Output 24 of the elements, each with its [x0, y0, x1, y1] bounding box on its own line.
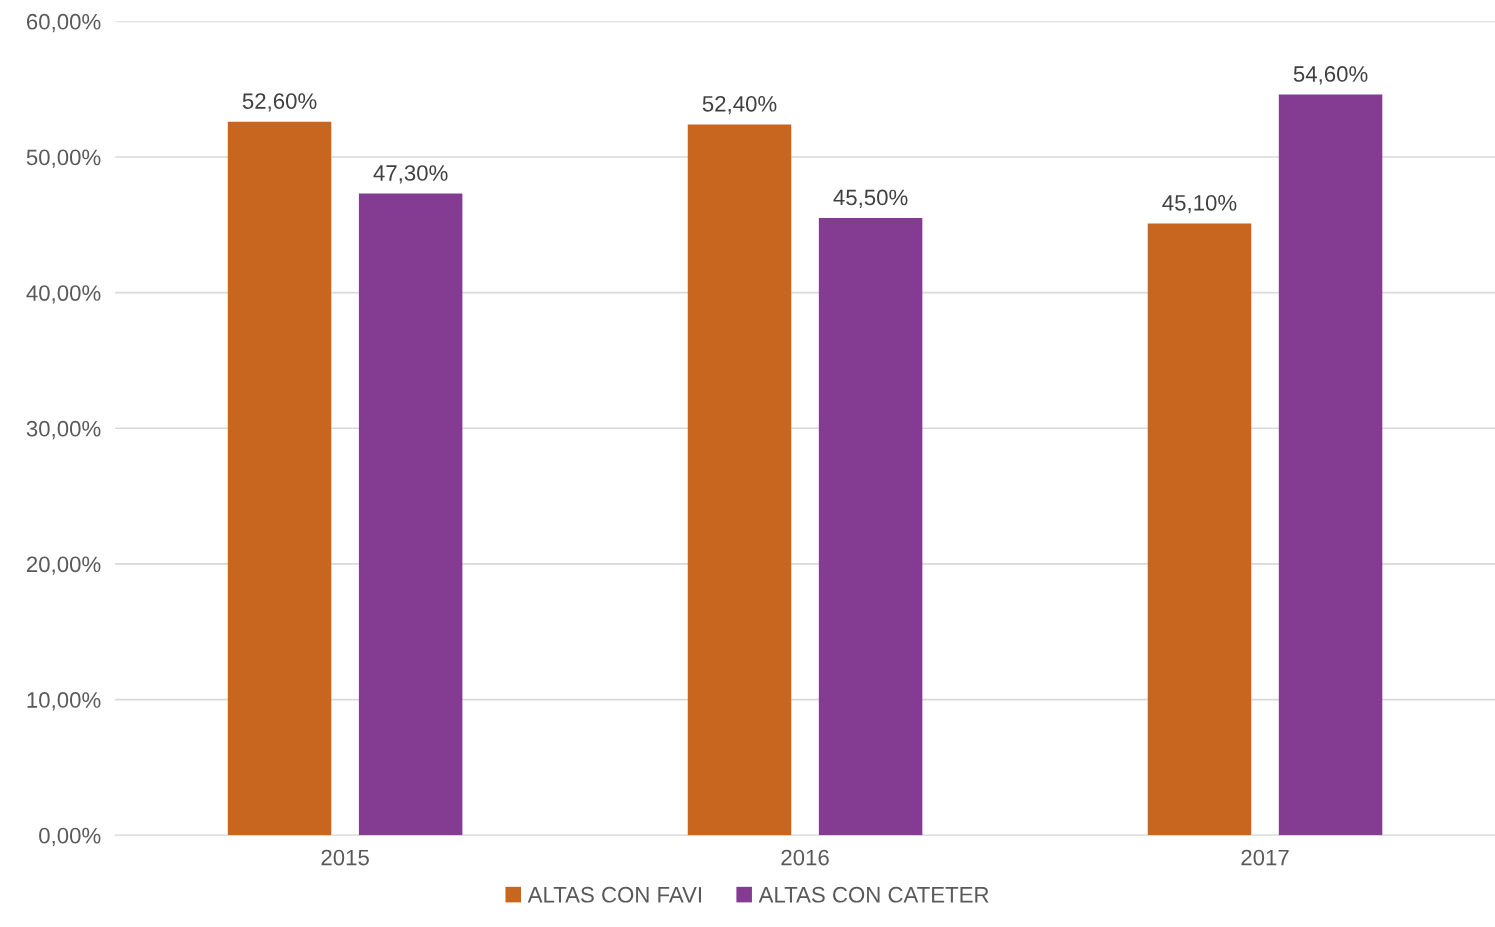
bar — [818, 218, 923, 836]
x-tick-label: 2017 — [1241, 849, 1289, 866]
y-tick-label: 20,00% — [26, 556, 101, 575]
y-tick-label: 10,00% — [27, 692, 101, 711]
bar — [227, 121, 332, 836]
bar — [358, 193, 463, 836]
data-label: 45,10% — [1162, 194, 1237, 214]
data-label: 52,40% — [702, 95, 777, 115]
legend-label: ALTAS CON FAVI — [527, 886, 702, 903]
bar — [687, 124, 792, 836]
data-label: 45,50% — [833, 189, 908, 208]
y-tick-label: 60,00% — [26, 13, 101, 33]
y-tick-label: 30,00% — [26, 420, 101, 440]
data-label: 47,30% — [373, 165, 448, 184]
data-label: 54,60% — [1293, 66, 1368, 85]
bar — [1147, 223, 1252, 836]
y-tick-label: 0,00% — [39, 827, 101, 847]
bar — [1278, 94, 1383, 836]
x-tick-label: 2015 — [321, 849, 369, 866]
y-tick-label: 40,00% — [26, 285, 101, 304]
data-label: 52,60% — [242, 93, 317, 112]
legend-label: ALTAS CON CATETER — [758, 886, 989, 903]
x-tick-label: 2016 — [781, 849, 829, 866]
y-tick-label: 50,00% — [26, 149, 101, 168]
